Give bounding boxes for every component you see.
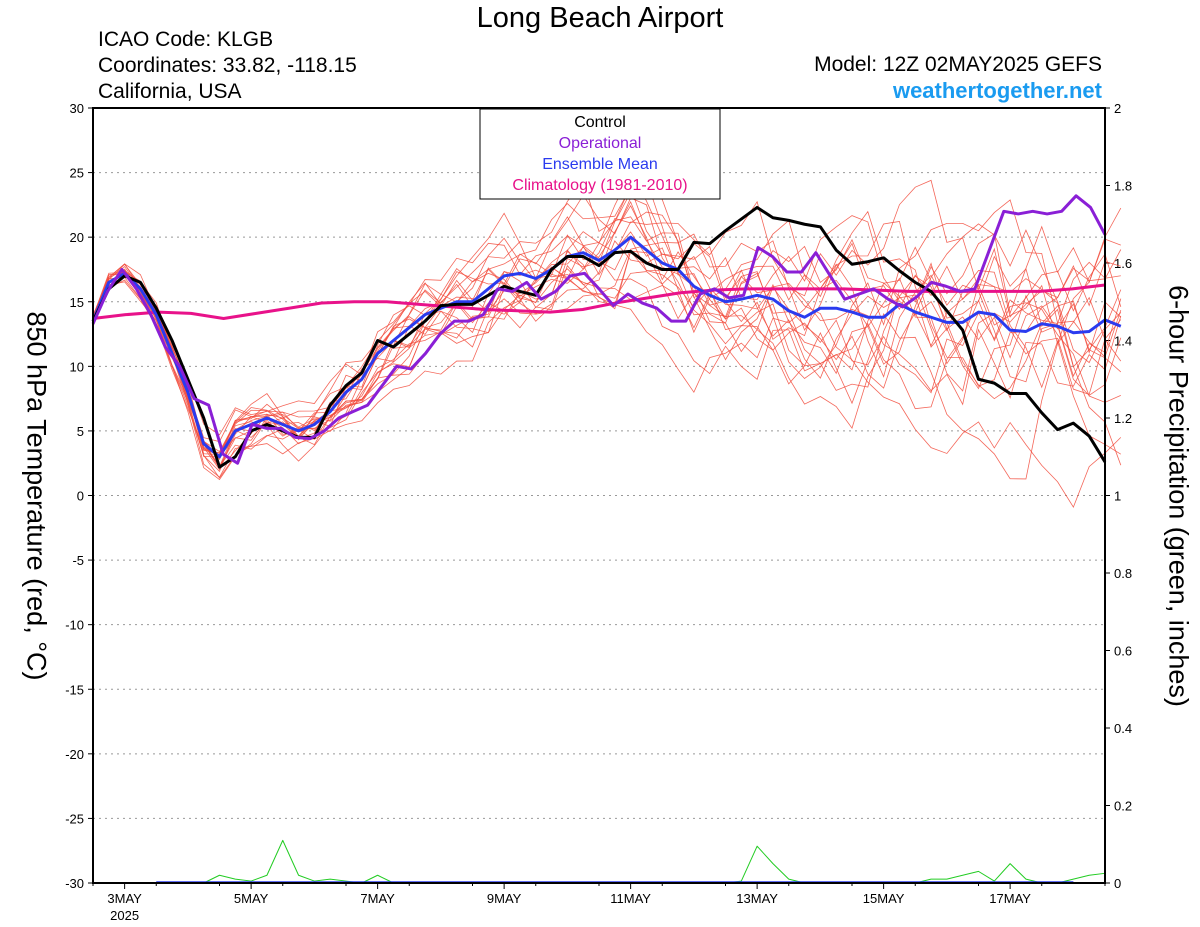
x-tick-label: 7MAY (360, 891, 395, 906)
legend-entry: Ensemble Mean (542, 156, 658, 173)
y-tick-label: -10 (65, 618, 84, 633)
legend-box (479, 108, 721, 200)
model-info: Model: 12Z 02MAY2025 GEFS weathertogethe… (814, 52, 1102, 104)
ensemble-member-line (92, 172, 1121, 480)
ensemble-mean-line (91, 235, 1122, 459)
y-tick-label: 30 (70, 101, 84, 116)
y-tick-label: -30 (65, 876, 84, 891)
y-tick-label: -5 (72, 553, 84, 568)
y2-tick-label: 1 (1114, 489, 1121, 504)
ensemble-member-line (92, 179, 1122, 436)
x-tick-label: 11MAY (610, 891, 651, 906)
y-tick-label: 5 (77, 424, 84, 439)
precipitation-line (93, 839, 1106, 884)
y-tick-label: 25 (70, 166, 84, 181)
y-tick-label: 15 (70, 295, 84, 310)
y-tick-label: -20 (65, 747, 84, 762)
right-axis-label: 6-hour Precipitation (green, inches) (1163, 285, 1194, 707)
x-tick-sublabel: 2025 (110, 908, 139, 923)
ensemble-member-line (92, 200, 1122, 509)
x-tick-label: 5MAY (234, 891, 269, 906)
y2-tick-label: 0.8 (1114, 566, 1132, 581)
y2-tick-label: 1.8 (1114, 179, 1132, 194)
legend-entry: Climatology (1981-2010) (512, 177, 687, 194)
plot-frame (92, 107, 1106, 884)
chart-title: Long Beach Airport (476, 2, 724, 34)
x-tick-label: 9MAY (487, 891, 522, 906)
y-tick-label: -15 (65, 682, 84, 697)
left-axis-label: 850 hPa Temperature (red, °C) (21, 311, 52, 681)
y2-tick-label: 0.4 (1114, 721, 1132, 736)
x-tick-label: 17MAY (989, 891, 1031, 906)
ensemble-member-line (92, 201, 1122, 457)
station-info: ICAO Code: KLGB Coordinates: 33.82, -118… (98, 27, 357, 105)
ensemble-member-line (92, 210, 1121, 454)
y2-tick-label: 1.2 (1114, 411, 1132, 426)
x-tick-label: 3MAY (107, 891, 142, 906)
x-tick-label: 15MAY (863, 891, 905, 906)
y-tick-label: 10 (70, 359, 84, 374)
ensemble-member-line (92, 238, 1122, 481)
y2-tick-label: 0.2 (1114, 799, 1132, 814)
y2-tick-label: 2 (1114, 101, 1121, 116)
x-tick-label: 13MAY (736, 891, 778, 906)
legend: Control Operational Ensemble Mean Climatolo… (479, 108, 721, 200)
legend-entry: Operational (559, 135, 642, 152)
icao-code: ICAO Code: KLGB (98, 28, 274, 51)
model-run: Model: 12Z 02MAY2025 GEFS (814, 53, 1102, 76)
operational-line (91, 194, 1107, 465)
y2-tick-label: 0.6 (1114, 644, 1132, 659)
y2-tick-label: 1.4 (1114, 334, 1132, 349)
ensemble-member-line (92, 236, 1121, 479)
y-tick-label: 0 (77, 489, 84, 504)
y-tick-label: 20 (70, 230, 84, 245)
legend-entry: Control (574, 114, 626, 131)
ensemble-member-line (92, 242, 1122, 466)
y2-tick-label: 0 (1114, 876, 1121, 891)
y-tick-label: -25 (65, 811, 84, 826)
ensemble-member-line (92, 194, 1122, 469)
y2-tick-label: 1.6 (1114, 256, 1132, 271)
site-link[interactable]: weathertogether.net (892, 78, 1102, 103)
ensemble-member-line (92, 204, 1121, 478)
coordinates: Coordinates: 33.82, -118.15 (98, 54, 357, 77)
region: California, USA (98, 80, 242, 103)
ensemble-member-line (92, 216, 1122, 458)
climatology-1981-2010-line (92, 283, 1106, 321)
